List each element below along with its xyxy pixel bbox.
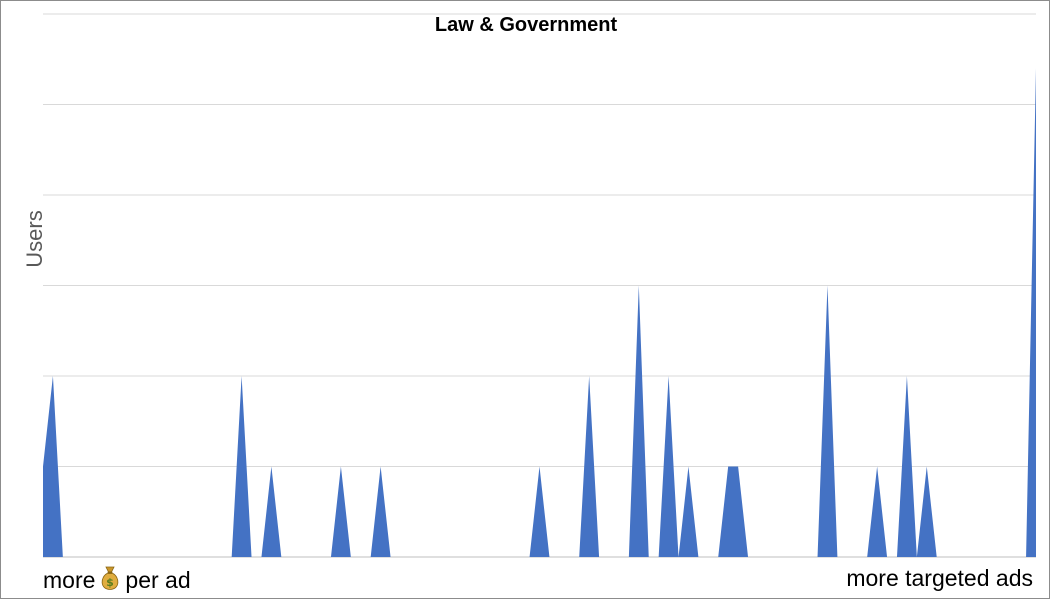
x-left-text-after: per ad [125,567,191,593]
y-axis-label: Users [22,210,47,268]
x-axis-right-label: more targeted ads [846,565,1033,591]
chart-title: Law & Government [434,14,618,36]
area-series-1 [43,68,1036,558]
money-bag-icon: $ [99,565,121,597]
x-axis-left-label: more $ per ad [43,565,191,597]
svg-text:$: $ [107,576,115,589]
x-left-text-before: more [43,567,96,593]
